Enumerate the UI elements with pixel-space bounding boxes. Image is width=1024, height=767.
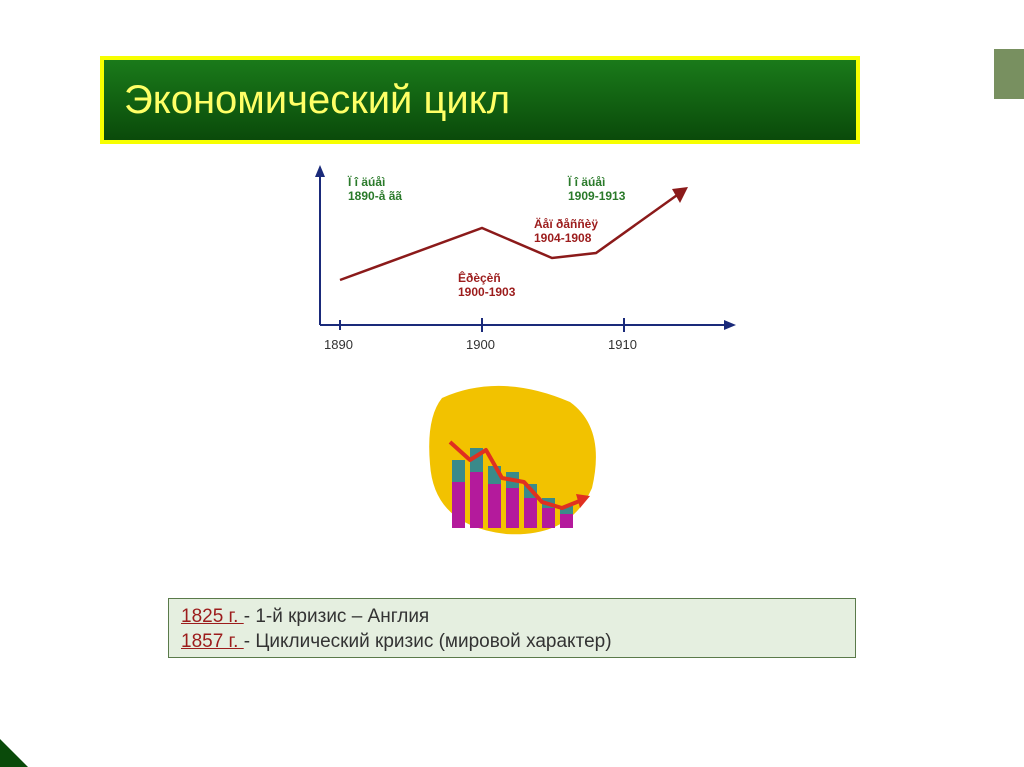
info-rest-2: - Циклический кризис (мировой характер) xyxy=(244,631,612,652)
accent-bar xyxy=(994,49,1024,99)
clipart-bar-chart xyxy=(420,378,610,558)
slide-title-box: Экономический цикл xyxy=(100,56,860,144)
x-tick-1900: 1900 xyxy=(466,337,495,352)
annotation-rise1-l1: Ï î äúåì xyxy=(348,175,385,189)
info-line-2: 1857 г. - Циклический кризис (мировой ха… xyxy=(181,630,843,655)
x-tick-1910: 1910 xyxy=(608,337,637,352)
info-rest-1: - 1-й кризис – Англия xyxy=(244,606,430,627)
economic-cycle-line-chart: Ï î äúåì 1890-å ãã Ï î äúåì 1909-1913 Äå… xyxy=(280,165,740,365)
annotation-rise2-l2: 1909-1913 xyxy=(568,189,625,203)
corner-triangle-icon xyxy=(0,739,28,767)
annotation-dep-l1: Äåï ðåññèÿ xyxy=(534,217,598,231)
info-year-2: 1857 г. xyxy=(181,631,244,652)
annotation-crisis-l2: 1900-1903 xyxy=(458,285,515,299)
annotation-rise1-l2: 1890-å ãã xyxy=(348,189,402,203)
annotation-crisis-l1: Êðèçèñ xyxy=(458,271,501,285)
info-box: 1825 г. - 1-й кризис – Англия 1857 г. - … xyxy=(168,598,856,658)
annotation-rise2-l1: Ï î äúåì xyxy=(568,175,605,189)
x-tick-1890: 1890 xyxy=(324,337,353,352)
annotation-dep-l2: 1904-1908 xyxy=(534,231,591,245)
info-line-1: 1825 г. - 1-й кризис – Англия xyxy=(181,605,843,630)
clipart-svg xyxy=(420,378,610,558)
info-year-1: 1825 г. xyxy=(181,606,244,627)
slide-title: Экономический цикл xyxy=(124,78,510,123)
